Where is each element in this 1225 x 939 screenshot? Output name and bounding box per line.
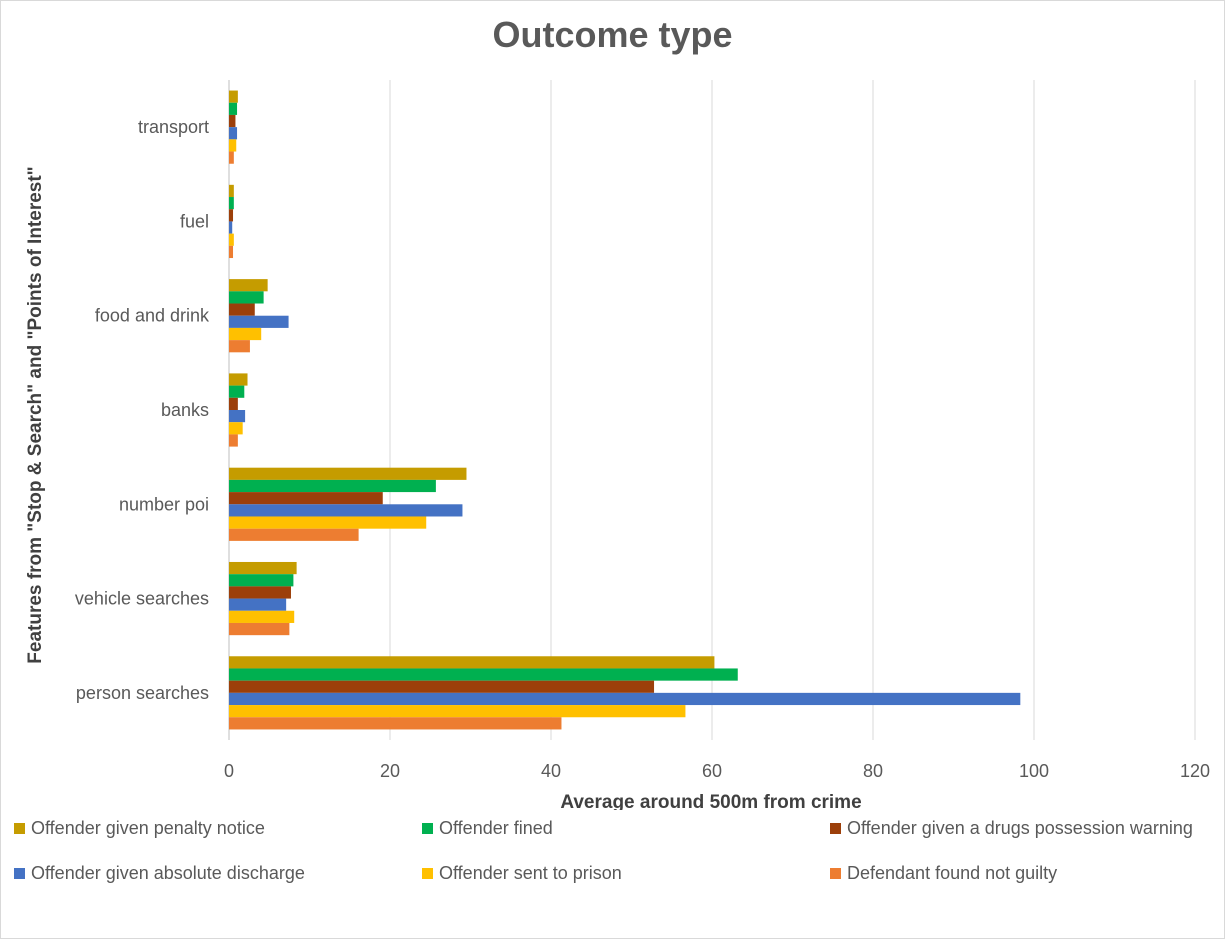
bar [229,528,359,541]
bar [229,197,234,210]
bar [229,245,234,259]
y-tick-label: food and drink [95,306,210,326]
bar [229,373,248,386]
x-tick-label: 0 [224,761,234,781]
x-tick-label: 80 [863,761,883,781]
bar [229,315,289,328]
bar [229,221,233,234]
bar-chart: 0 20 40 60 80 100 120 transport fuel food and dri… [25,80,1210,810]
legend-item: Defendant found not guilty [830,863,1057,884]
legend-label: Offender fined [439,818,553,838]
x-axis-title: Average around 500m from crime [560,792,861,810]
bar [229,705,686,718]
bar [229,692,1021,706]
legend-label: Defendant found not guilty [847,863,1058,883]
bar [229,586,291,599]
bar [229,656,715,669]
bar [229,127,238,140]
bar [229,410,246,423]
bar [229,90,238,103]
legend-label: Offender given penalty notice [31,818,265,838]
bar [229,668,738,681]
legend-swatch [830,823,841,834]
legend-item: Offender given penalty notice [14,818,265,839]
legend-swatch [14,868,25,879]
y-tick-label: transport [138,117,209,137]
legend-item: Offender given a drugs possession warnin… [830,818,1193,839]
bar [229,434,238,447]
legend-item: Offender fined [422,818,553,839]
bar [229,291,264,304]
bar [229,598,287,611]
y-axis-title: Features from "Stop & Search" and "Point… [25,166,46,663]
bar [229,467,467,480]
legend-item: Offender sent to prison [422,863,622,884]
chart-title: Outcome type [492,14,733,55]
bar [229,385,245,398]
bar [229,139,237,152]
bar [229,574,294,587]
legend-swatch [422,823,433,834]
y-tick-label: number poi [119,494,209,514]
legend-item: Offender given absolute discharge [14,863,305,884]
bar [229,516,427,529]
x-tick-label: 60 [702,761,722,781]
bar [229,397,238,410]
legend-swatch [830,868,841,879]
bar [229,233,234,246]
bar [229,327,262,341]
x-tick-label: 100 [1019,761,1049,781]
legend-swatch [422,868,433,879]
legend-label: Offender given absolute discharge [31,863,305,883]
legend-swatch [14,823,25,834]
bar [229,114,236,128]
bar [229,561,297,575]
bar [229,504,463,517]
bar [229,717,562,730]
legend-label: Offender sent to prison [439,863,622,883]
y-tick-label: vehicle searches [75,589,209,609]
bar [229,422,243,435]
bar [229,184,234,198]
bar [229,102,238,115]
bar [229,680,655,693]
y-tick-label: banks [161,400,209,420]
bar [229,303,255,316]
bar [229,610,295,623]
legend-label: Offender given a drugs possession warnin… [847,818,1193,838]
bar [229,151,234,164]
x-tick-label: 120 [1180,761,1210,781]
y-tick-label: fuel [180,211,209,231]
bar [229,340,250,353]
x-tick-label: 20 [380,761,400,781]
bar [229,279,268,292]
bar [229,492,383,505]
x-tick-label: 40 [541,761,561,781]
bar [229,622,290,636]
legend: Offender given penalty notice Offender fi… [0,810,1225,930]
bar [229,209,234,222]
bar [229,479,436,493]
y-tick-label: person searches [76,683,209,703]
